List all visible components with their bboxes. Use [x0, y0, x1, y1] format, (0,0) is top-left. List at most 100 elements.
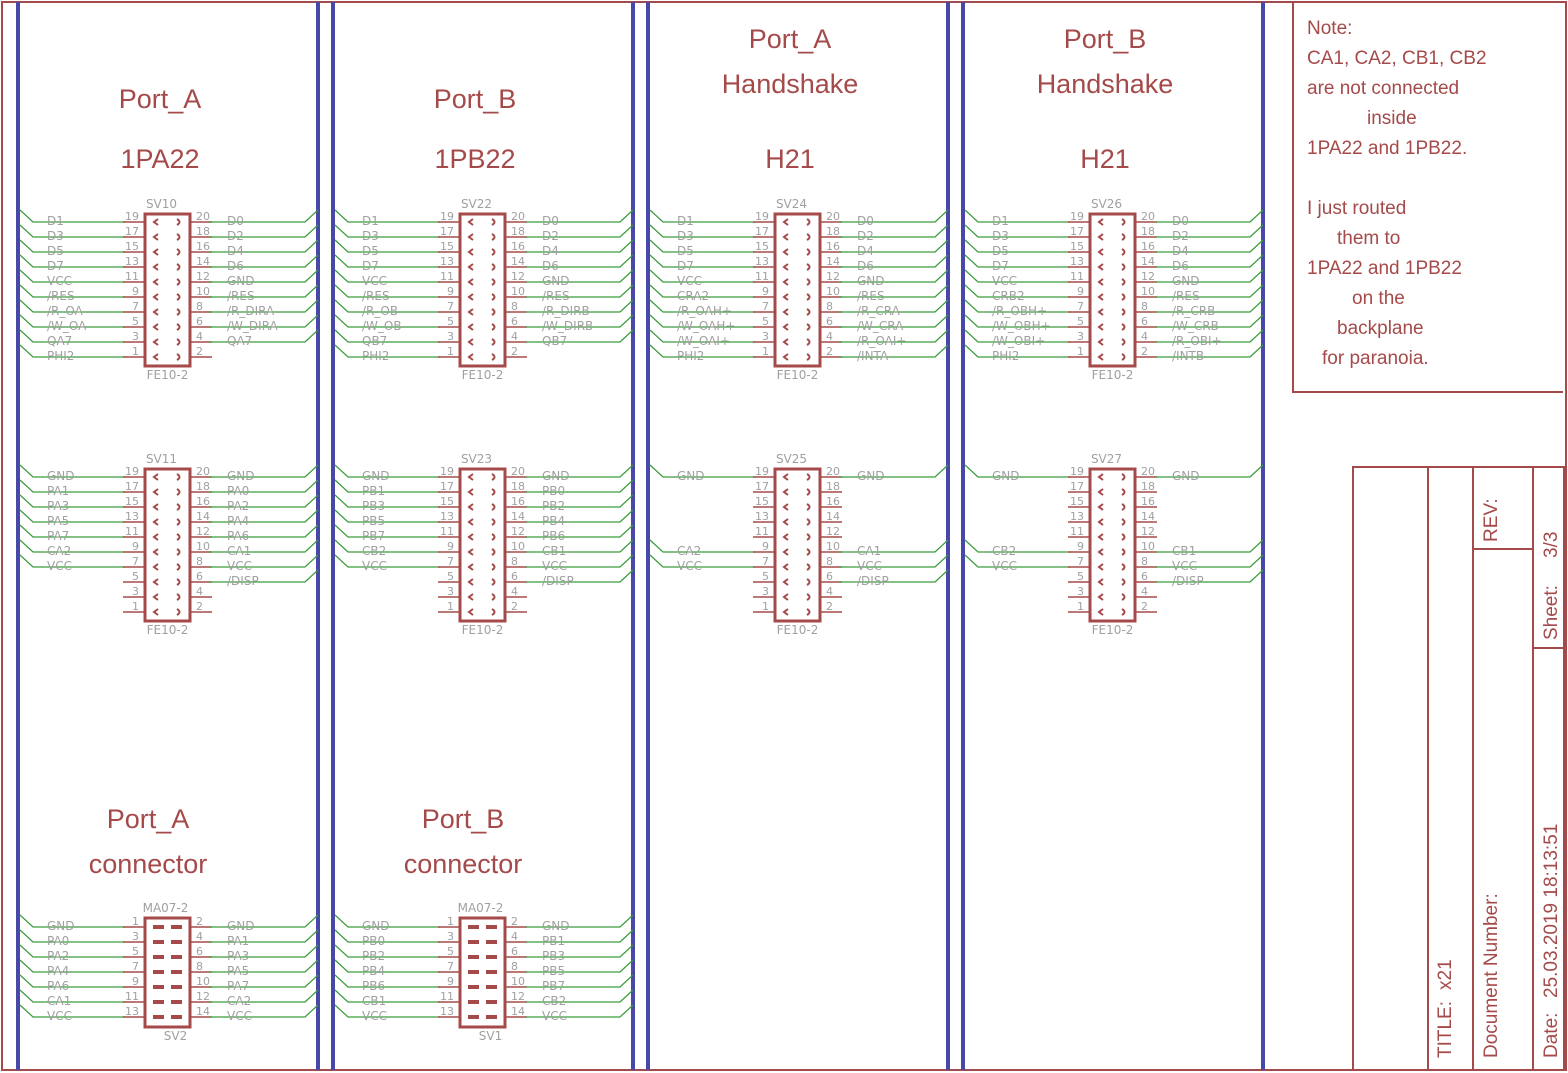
female-contact-icon [491, 248, 496, 256]
pin-number: 12 [196, 525, 210, 538]
net-label: /RES [542, 289, 570, 303]
female-contact-icon [491, 503, 496, 511]
pin-number: 8 [826, 555, 833, 568]
pin-number: 15 [440, 495, 454, 508]
female-contact-icon [1097, 488, 1104, 496]
female-contact-icon [176, 308, 181, 316]
connector-name: SV2 [164, 1029, 187, 1043]
pin-number: 16 [511, 495, 525, 508]
net-wire [1155, 344, 1264, 358]
net-wire [1155, 569, 1264, 583]
female-contact-icon [152, 233, 159, 241]
female-contact-icon [176, 278, 181, 286]
net-wire [19, 974, 125, 988]
net-wire [525, 224, 634, 238]
pin-number: 19 [755, 210, 769, 223]
pin-number: 6 [826, 315, 833, 328]
pin-number: 7 [762, 555, 769, 568]
net-label: PHI2 [992, 349, 1019, 363]
net-wire [1155, 314, 1264, 328]
date-value: 25.03.2019 18:13:51 [1541, 824, 1562, 998]
section-heading: 1PA22 [120, 144, 199, 174]
net-wire [334, 944, 440, 958]
note-line: 1PA22 and 1PB22. [1307, 138, 1467, 159]
net-label: VCC [362, 559, 387, 573]
female-contact-icon [152, 563, 159, 571]
female-contact-icon [1121, 338, 1126, 346]
female-contact-icon [782, 353, 789, 361]
female-contact-icon [1121, 323, 1126, 331]
section-heading: Handshake [722, 69, 859, 99]
net-label: PB3 [362, 499, 385, 513]
pin-number: 7 [447, 300, 454, 313]
net-label: PB6 [542, 529, 565, 543]
net-label: D3 [992, 229, 1009, 243]
pin-number: 3 [132, 585, 139, 598]
female-contact-icon [467, 488, 474, 496]
net-label: VCC [992, 559, 1017, 573]
female-contact-icon [806, 338, 811, 346]
note-line: Note: [1307, 18, 1352, 39]
net-label: D0 [542, 214, 559, 228]
net-wire [525, 254, 634, 268]
female-contact-icon [1097, 338, 1104, 346]
female-contact-icon [1097, 218, 1104, 226]
net-wire [210, 989, 319, 1003]
net-wire [210, 269, 319, 283]
pin-number: 5 [132, 945, 139, 958]
net-label: PA6 [47, 979, 69, 993]
net-wire [964, 299, 1070, 313]
female-contact-icon [152, 578, 159, 586]
female-contact-icon [176, 548, 181, 556]
net-label: VCC [362, 1009, 387, 1023]
male-contact-icon [153, 940, 164, 944]
net-label: PB5 [542, 964, 565, 978]
female-contact-icon [1097, 608, 1104, 616]
pin-number: 4 [511, 330, 518, 343]
net-label: D5 [677, 244, 694, 258]
net-wire [19, 224, 125, 238]
connector-body [143, 212, 192, 368]
female-contact-icon [467, 608, 474, 616]
female-contact-icon [176, 338, 181, 346]
pin-number: 12 [1141, 525, 1155, 538]
male-contact-icon [486, 1015, 497, 1019]
female-contact-icon [1121, 563, 1126, 571]
female-contact-icon [152, 488, 159, 496]
pin-number: 13 [125, 510, 139, 523]
net-label: /DISP [227, 574, 259, 588]
pin-number: 5 [447, 570, 454, 583]
pin-number: 13 [125, 255, 139, 268]
net-wire [19, 554, 125, 568]
pin-number: 3 [132, 930, 139, 943]
net-label: PA3 [47, 499, 69, 513]
pin-number: 3 [132, 330, 139, 343]
pin-number: 7 [762, 300, 769, 313]
female-contact-icon [491, 263, 496, 271]
net-label: /W_DIRB [542, 319, 593, 333]
net-label: VCC [992, 274, 1017, 288]
net-label: /INTA [857, 349, 889, 363]
net-wire [649, 224, 755, 238]
net-wire [334, 554, 440, 568]
male-contact-icon [486, 985, 497, 989]
female-contact-icon [782, 248, 789, 256]
note-line: them to [1337, 228, 1400, 249]
male-contact-icon [153, 970, 164, 974]
net-wire [19, 989, 125, 1003]
net-wire [1155, 539, 1264, 553]
net-label: /W_OA [47, 319, 87, 333]
net-label: PA2 [227, 499, 249, 513]
female-contact-icon [152, 548, 159, 556]
female-contact-icon [176, 503, 181, 511]
net-label: CA2 [677, 544, 701, 558]
pin-number: 20 [196, 465, 210, 478]
net-wire [334, 344, 440, 358]
net-wire [334, 284, 440, 298]
male-contact-icon [486, 970, 497, 974]
female-contact-icon [806, 473, 811, 481]
net-wire [334, 929, 440, 943]
net-label: GND [542, 274, 570, 288]
pin-number: 14 [1141, 510, 1155, 523]
pin-number: 11 [440, 270, 454, 283]
